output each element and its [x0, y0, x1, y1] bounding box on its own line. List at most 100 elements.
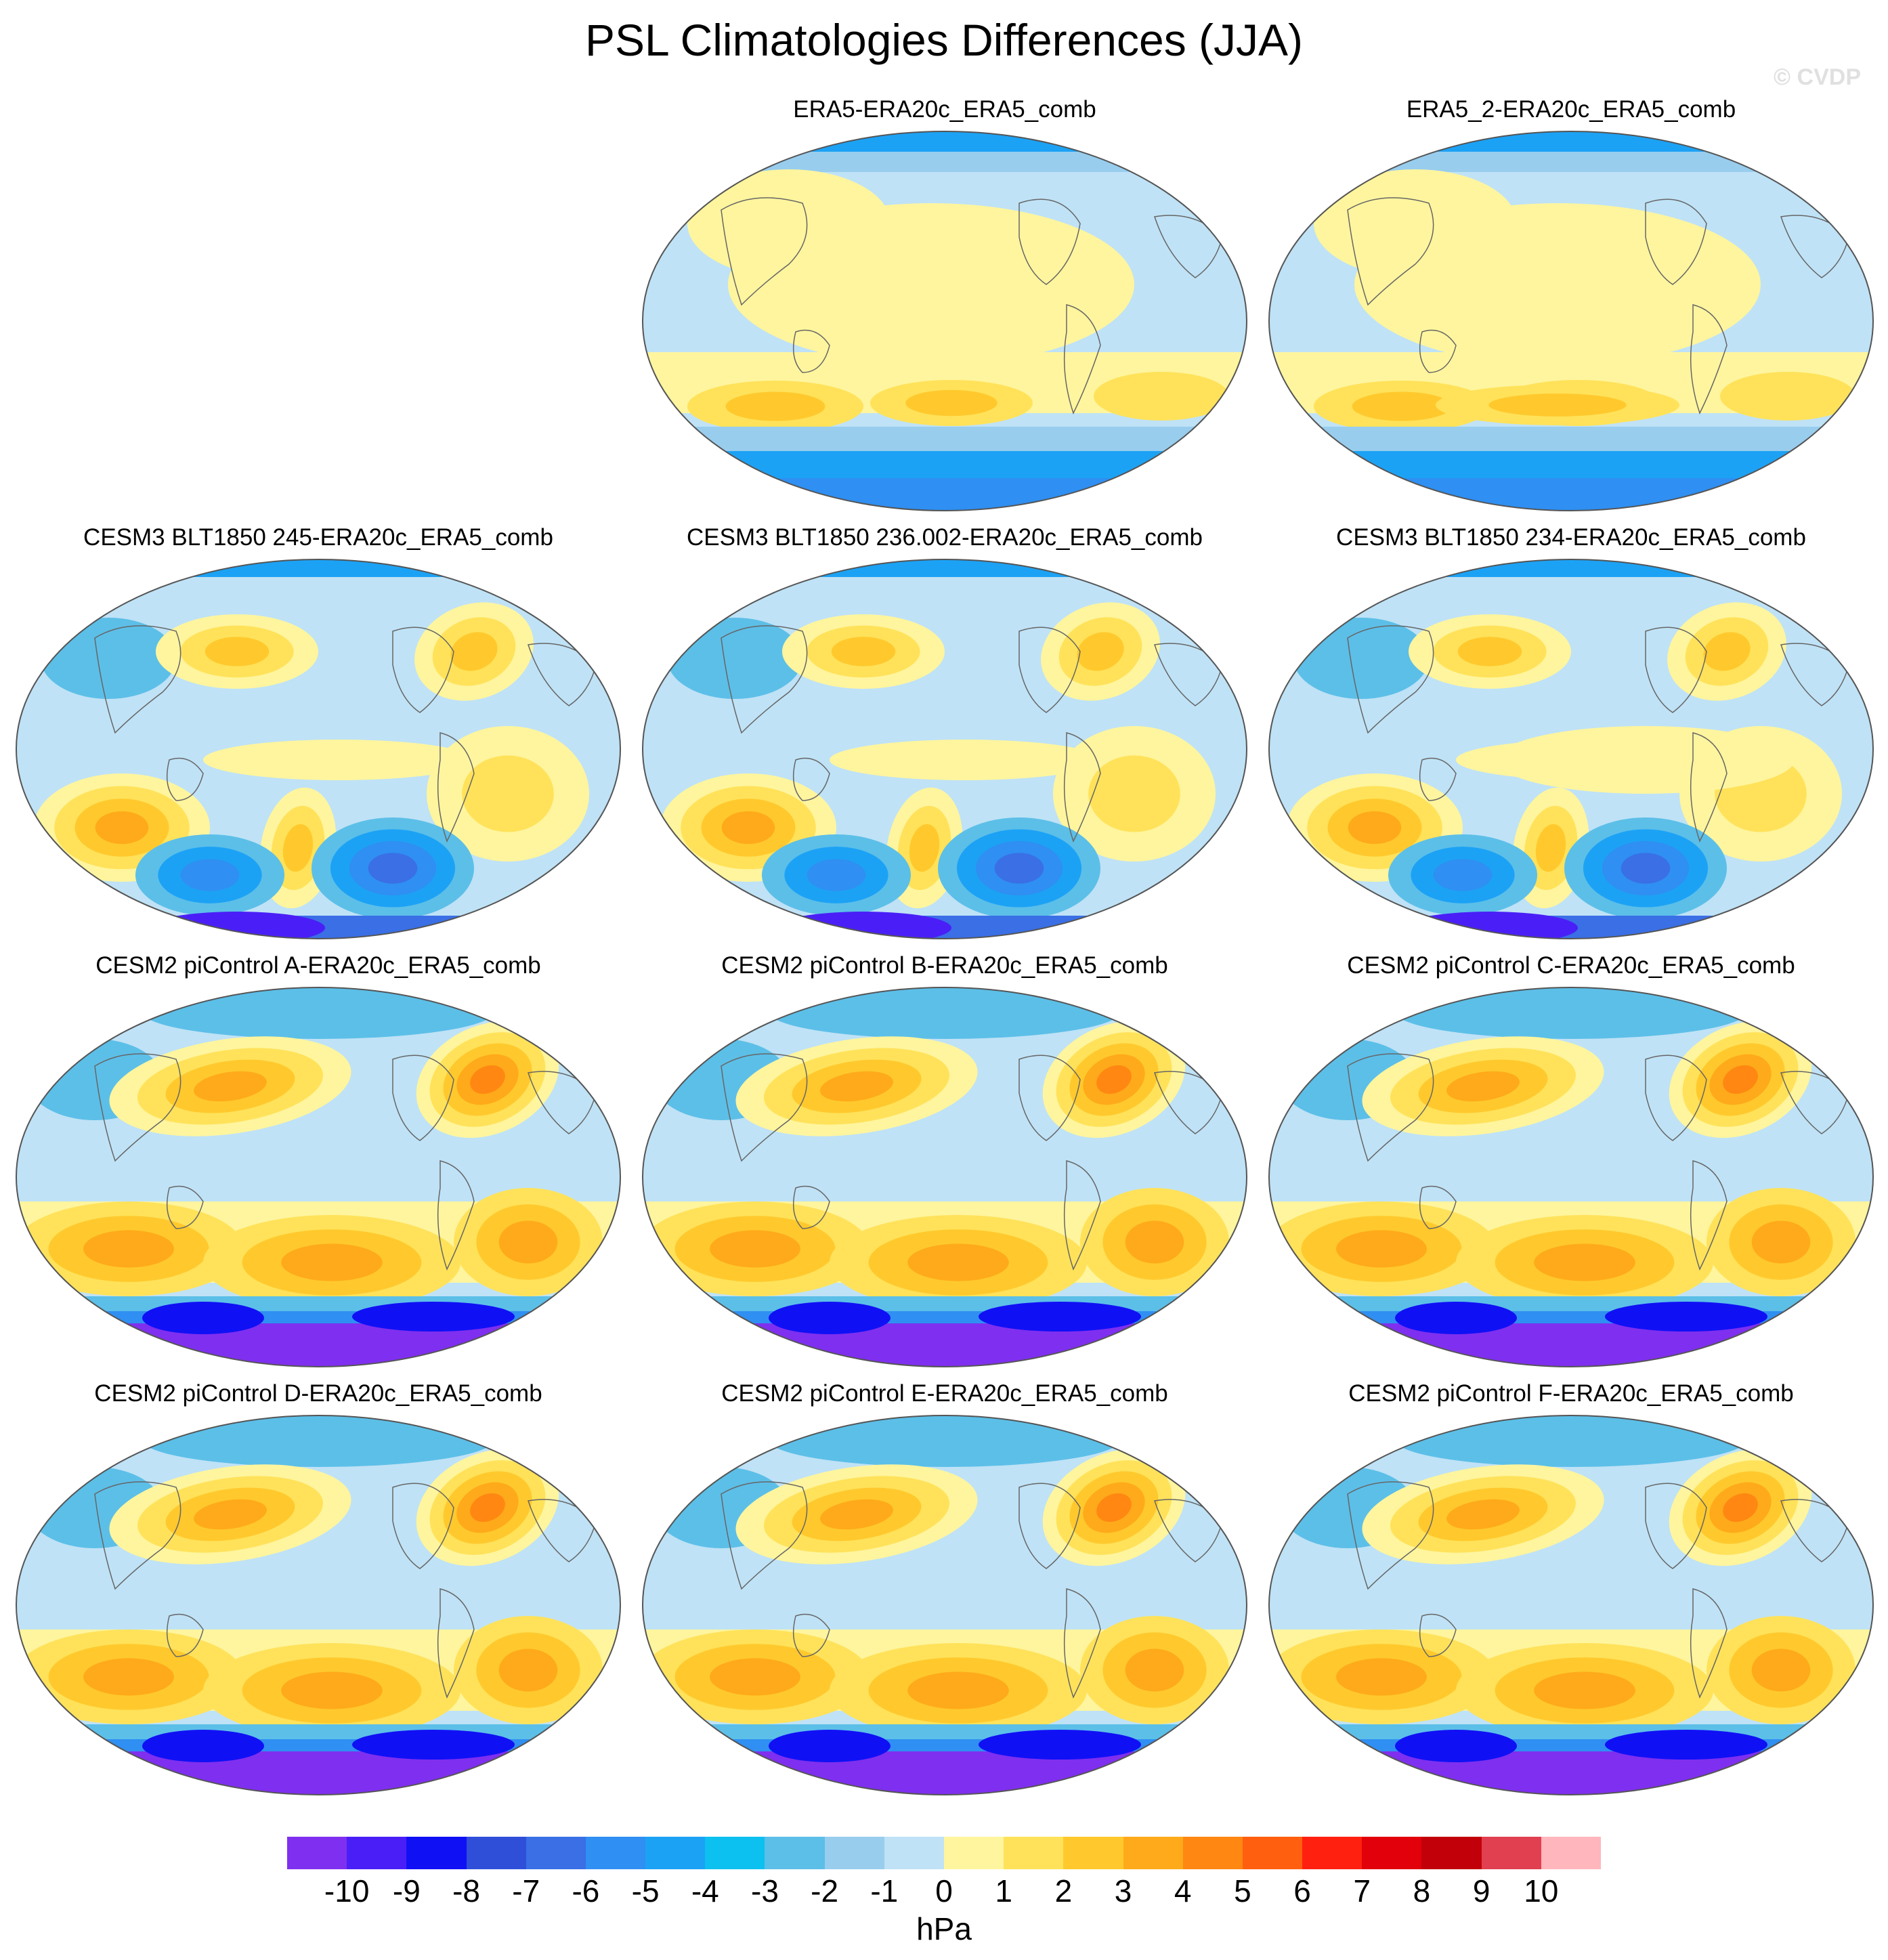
- southern-ocean-band: [1269, 1739, 1873, 1751]
- map-border: [642, 131, 1247, 511]
- arctic-band: [1269, 152, 1873, 172]
- map-panel-cesm2-c: CESM2 piControl C-ERA20c_ERA5_comb: [1256, 951, 1886, 1371]
- antarctic-band: [1269, 478, 1873, 511]
- south-pacific-high: [1535, 824, 1566, 872]
- antarctic-low: [142, 1730, 264, 1762]
- colorbar-tick-label: 9: [1472, 1873, 1490, 1909]
- antarctic-band: [1269, 1323, 1873, 1367]
- asia-positive: [687, 169, 891, 278]
- arctic-negative: [769, 1415, 1121, 1467]
- colorbar-tick-label: 0: [935, 1873, 953, 1909]
- colorbar-tick-label: -9: [392, 1873, 421, 1909]
- south-pacific-high: [282, 824, 314, 872]
- colorbar-tick-label: -7: [512, 1873, 540, 1909]
- colorbar-tick-label: 10: [1524, 1873, 1559, 1909]
- north-pacific-high: [820, 1071, 893, 1102]
- coastline: [1780, 1071, 1849, 1134]
- colorbar-box: [1123, 1837, 1184, 1869]
- map-panel-cesm3-234: CESM3 BLT1850 234-ERA20c_ERA5_comb: [1256, 523, 1886, 943]
- arctic-band: [643, 131, 1247, 152]
- north-atlantic-high: [470, 1065, 505, 1094]
- coastline: [437, 1588, 475, 1699]
- south-indian-high: [710, 1658, 800, 1696]
- southern-ocean-band: [1269, 1296, 1873, 1311]
- colorbar-tick-label: -8: [452, 1873, 480, 1909]
- antarctic-low: [1395, 1730, 1517, 1762]
- north-atlantic-high: [1723, 1065, 1758, 1094]
- colorbar-tick-label: -6: [572, 1873, 600, 1909]
- map-border: [1268, 1415, 1874, 1795]
- asia-negative: [41, 618, 176, 699]
- colorbar-tick-label: 7: [1353, 1873, 1371, 1909]
- panel-title: CESM2 piControl D-ERA20c_ERA5_comb: [94, 1380, 542, 1407]
- coastline: [528, 1499, 597, 1562]
- colorbar-tick-label: 6: [1293, 1873, 1311, 1909]
- coastline: [1063, 732, 1101, 843]
- colorbar-labels: -10 -9 -8 -7 -6 -5 -4 -3 -2 -1 0 1 2 3 4 5 6 7 8 9 10: [0, 1872, 1888, 1913]
- map-panel-era5: ERA5-ERA20c_ERA5_comb: [630, 95, 1260, 515]
- south-pacific-high: [1534, 1243, 1635, 1281]
- colorbar-units: hPa: [916, 1911, 972, 1946]
- southern-high: [1488, 393, 1627, 417]
- north-atlantic-high: [1703, 632, 1751, 671]
- coastline: [721, 197, 808, 306]
- coastline: [1690, 732, 1728, 843]
- coastline: [1347, 1481, 1434, 1590]
- colorbar-box: [1063, 1837, 1124, 1869]
- panel-title: ERA5-ERA20c_ERA5_comb: [793, 96, 1096, 123]
- map-plot: [16, 987, 621, 1367]
- colorbar-tick-label: -4: [691, 1873, 719, 1909]
- north-atlantic-high: [1096, 1493, 1132, 1522]
- south-indian-high: [95, 811, 149, 845]
- map-plot: [642, 131, 1247, 511]
- map-plot: [642, 987, 1247, 1367]
- map-plot: [1268, 1415, 1874, 1795]
- coastline: [1063, 1160, 1101, 1271]
- colorbar-box: [287, 1837, 347, 1869]
- map-field: [16, 1415, 620, 1795]
- southern-ocean-band: [1269, 1724, 1873, 1739]
- coastline: [1419, 329, 1457, 373]
- map-border: [1268, 559, 1874, 939]
- south-pacific-high: [281, 1671, 383, 1709]
- map-border: [642, 559, 1247, 939]
- north-atlantic-high: [1723, 1493, 1758, 1522]
- colorbar-box: [1541, 1837, 1602, 1869]
- map-border: [16, 987, 621, 1367]
- colorbar-tick-label: -3: [751, 1873, 779, 1909]
- asia-negative: [1293, 618, 1429, 699]
- north-pacific-high: [1446, 1071, 1520, 1102]
- southern-low: [1621, 853, 1671, 884]
- coastline: [1645, 1054, 1707, 1141]
- north-pacific-high: [831, 637, 896, 666]
- southern-ocean-band: [16, 1739, 620, 1751]
- colorbar-tick-label: -1: [870, 1873, 899, 1909]
- panel-title: CESM3 BLT1850 236.002-ERA20c_ERA5_comb: [686, 524, 1203, 551]
- south-pacific-high: [907, 1671, 1009, 1709]
- arctic-negative: [1395, 987, 1747, 1039]
- coastline: [1154, 1499, 1223, 1562]
- coastline: [1645, 626, 1707, 713]
- figure-title: PSL Climatologies Differences (JJA): [584, 15, 1304, 65]
- south-indian-high: [721, 811, 775, 845]
- map-panel-cesm2-b: CESM2 piControl B-ERA20c_ERA5_comb: [630, 951, 1260, 1371]
- map-field: [1269, 987, 1873, 1367]
- arctic-negative: [769, 987, 1121, 1039]
- coastline: [166, 757, 204, 801]
- panel-title: ERA5_2-ERA20c_ERA5_comb: [1406, 96, 1736, 123]
- coastline: [528, 643, 597, 706]
- colorbar-tick-label: 4: [1174, 1873, 1192, 1909]
- colorbar-box: [1242, 1837, 1303, 1869]
- arctic-band: [643, 152, 1247, 172]
- south-indian-high: [1348, 811, 1402, 845]
- coastline: [94, 625, 181, 734]
- coastline: [1780, 215, 1849, 278]
- equatorial-positive: [1497, 726, 1795, 794]
- north-atlantic-high: [470, 1493, 505, 1522]
- colorbar-tick-label: 1: [995, 1873, 1012, 1909]
- coastline: [1063, 304, 1101, 414]
- coastline: [1645, 198, 1707, 285]
- map-panel-cesm2-f: CESM2 piControl F-ERA20c_ERA5_comb: [1256, 1379, 1886, 1799]
- coastline: [437, 732, 475, 843]
- coastline: [392, 1483, 454, 1569]
